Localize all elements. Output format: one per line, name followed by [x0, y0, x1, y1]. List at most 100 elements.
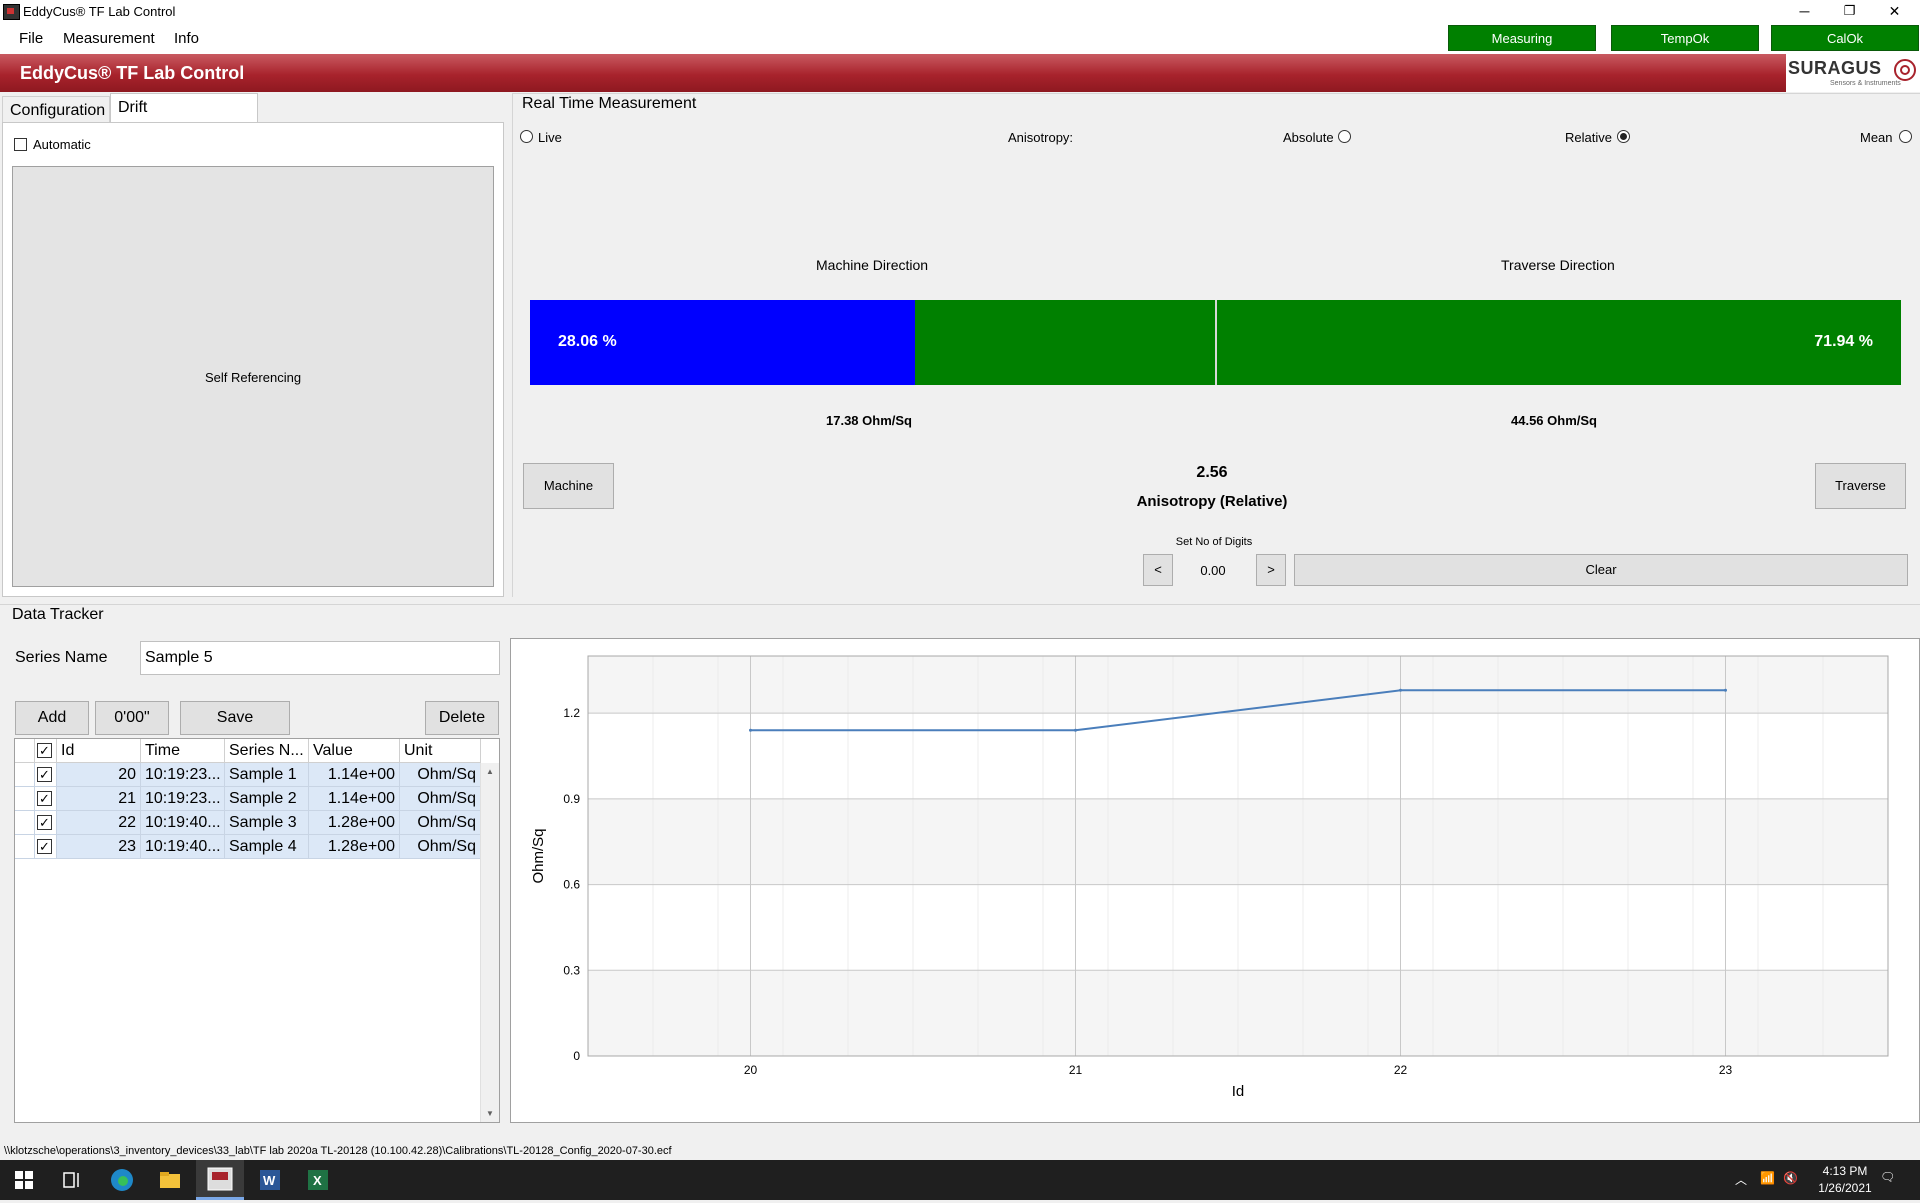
- measuring-status-button[interactable]: Measuring: [1448, 25, 1596, 51]
- self-referencing-button[interactable]: Self Referencing: [12, 166, 494, 587]
- data-point: [1724, 688, 1727, 692]
- grid-header-row-selector: [15, 739, 35, 763]
- relative-radio[interactable]: [1617, 130, 1630, 143]
- row-selector[interactable]: [15, 835, 35, 859]
- cell-series[interactable]: Sample 1: [225, 763, 309, 787]
- select-all-checkbox[interactable]: ✓: [37, 743, 52, 758]
- tray-chevron-up-icon[interactable]: ︿: [1735, 1173, 1748, 1187]
- data-grid: ✓ Id Time Series N... Value Unit ✓ 20 10:1…: [14, 738, 500, 1123]
- anisotropy-bar: 28.06 % 71.94 %: [530, 300, 1901, 385]
- y-tick-label: 1.2: [563, 706, 580, 720]
- cell-id[interactable]: 21: [57, 787, 141, 811]
- plot-border: [587, 655, 1889, 1057]
- row-check-cell[interactable]: ✓: [35, 835, 57, 859]
- row-checkbox[interactable]: ✓: [37, 839, 52, 854]
- cell-unit[interactable]: Ohm/Sq: [400, 835, 481, 859]
- svg-text:X: X: [313, 1173, 322, 1188]
- anisotropy-caption: Anisotropy (Relative): [1136, 493, 1288, 510]
- row-check-cell[interactable]: ✓: [35, 763, 57, 787]
- machine-value: 17.38 Ohm/Sq: [826, 413, 912, 428]
- scroll-down-icon[interactable]: ▼: [486, 1109, 494, 1118]
- cell-unit[interactable]: Ohm/Sq: [400, 787, 481, 811]
- cell-series[interactable]: Sample 4: [225, 835, 309, 859]
- row-checkbox[interactable]: ✓: [37, 767, 52, 782]
- machine-button[interactable]: Machine: [523, 463, 614, 509]
- add-button[interactable]: Add: [15, 701, 89, 735]
- save-button[interactable]: Save: [180, 701, 290, 735]
- traverse-button[interactable]: Traverse: [1815, 463, 1906, 509]
- windows-taskbar: W X ︿ 📶 🔇 4:13 PM 1/26/2021 🗨: [0, 1160, 1920, 1200]
- row-selector[interactable]: [15, 763, 35, 787]
- cell-time[interactable]: 10:19:23...: [141, 763, 225, 787]
- scroll-up-icon[interactable]: ▲: [486, 767, 494, 776]
- grid-header-unit[interactable]: Unit: [400, 739, 481, 763]
- mean-radio[interactable]: [1899, 130, 1912, 143]
- cell-series[interactable]: Sample 3: [225, 811, 309, 835]
- menu-measurement[interactable]: Measurement: [63, 30, 155, 47]
- clear-button[interactable]: Clear: [1294, 554, 1908, 586]
- series-line: [750, 689, 1726, 732]
- bar-center-divider: [1215, 300, 1217, 385]
- delete-button[interactable]: Delete: [425, 701, 499, 735]
- cell-value[interactable]: 1.14e+00: [309, 787, 400, 811]
- tab-drift-compensation[interactable]: Drift Compensation: [110, 93, 258, 143]
- windows-start-icon[interactable]: [12, 1168, 36, 1192]
- machine-direction-label: Machine Direction: [816, 257, 929, 273]
- file-explorer-icon[interactable]: [158, 1168, 182, 1192]
- automatic-checkbox[interactable]: [14, 138, 27, 151]
- cell-time[interactable]: 10:19:40...: [141, 835, 225, 859]
- x-axis-label: Id: [1232, 1083, 1245, 1100]
- calok-status-button[interactable]: CalOk: [1771, 25, 1919, 51]
- suragus-logo: SURAGUS Sensors & Instruments: [1786, 54, 1920, 92]
- menu-file[interactable]: File: [19, 30, 44, 47]
- grid-header-check[interactable]: ✓: [35, 739, 57, 763]
- minimize-button[interactable]: ─: [1799, 3, 1810, 19]
- cell-id[interactable]: 22: [57, 811, 141, 835]
- row-check-cell[interactable]: ✓: [35, 811, 57, 835]
- clock-date[interactable]: 1/26/2021: [1818, 1181, 1872, 1195]
- cell-series[interactable]: Sample 2: [225, 787, 309, 811]
- x-tick-label: 23: [1719, 1063, 1733, 1077]
- app-icon: [3, 4, 20, 20]
- cell-value[interactable]: 1.14e+00: [309, 763, 400, 787]
- digits-decrease-button[interactable]: <: [1143, 554, 1173, 586]
- close-button[interactable]: ✕: [1888, 3, 1901, 19]
- series-name-input[interactable]: Sample 5: [140, 641, 500, 675]
- cell-id[interactable]: 20: [57, 763, 141, 787]
- eddycus-app-taskbar-icon[interactable]: [196, 1160, 244, 1200]
- row-checkbox[interactable]: ✓: [37, 815, 52, 830]
- grid-scrollbar[interactable]: ▲ ▼: [480, 763, 499, 1122]
- real-time-measurement-title: Real Time Measurement: [518, 95, 701, 113]
- excel-icon[interactable]: X: [306, 1168, 330, 1192]
- notification-icon[interactable]: 🗨: [1880, 1170, 1896, 1184]
- volume-icon[interactable]: 🔇: [1783, 1171, 1798, 1185]
- cell-value[interactable]: 1.28e+00: [309, 835, 400, 859]
- cell-id[interactable]: 23: [57, 835, 141, 859]
- task-view-icon[interactable]: [60, 1168, 84, 1192]
- row-selector[interactable]: [15, 811, 35, 835]
- cell-time[interactable]: 10:19:40...: [141, 811, 225, 835]
- row-selector[interactable]: [15, 787, 35, 811]
- tab-configuration[interactable]: Configuration: [2, 96, 110, 123]
- network-icon[interactable]: 📶: [1760, 1171, 1775, 1185]
- cell-time[interactable]: 10:19:23...: [141, 787, 225, 811]
- timer-button[interactable]: 0'00": [95, 701, 169, 735]
- live-radio[interactable]: [520, 130, 533, 143]
- edge-browser-icon[interactable]: [110, 1168, 134, 1192]
- cell-value[interactable]: 1.28e+00: [309, 811, 400, 835]
- grid-header-series[interactable]: Series N...: [225, 739, 309, 763]
- grid-header-value[interactable]: Value: [309, 739, 400, 763]
- cell-unit[interactable]: Ohm/Sq: [400, 811, 481, 835]
- clock-time[interactable]: 4:13 PM: [1822, 1164, 1868, 1178]
- grid-header-id[interactable]: Id: [57, 739, 141, 763]
- absolute-radio[interactable]: [1338, 130, 1351, 143]
- digits-increase-button[interactable]: >: [1256, 554, 1286, 586]
- row-checkbox[interactable]: ✓: [37, 791, 52, 806]
- row-check-cell[interactable]: ✓: [35, 787, 57, 811]
- restore-button[interactable]: ❐: [1843, 3, 1856, 18]
- grid-header-time[interactable]: Time: [141, 739, 225, 763]
- tempok-status-button[interactable]: TempOk: [1611, 25, 1759, 51]
- cell-unit[interactable]: Ohm/Sq: [400, 763, 481, 787]
- menu-info[interactable]: Info: [174, 30, 200, 47]
- word-icon[interactable]: W: [258, 1168, 282, 1192]
